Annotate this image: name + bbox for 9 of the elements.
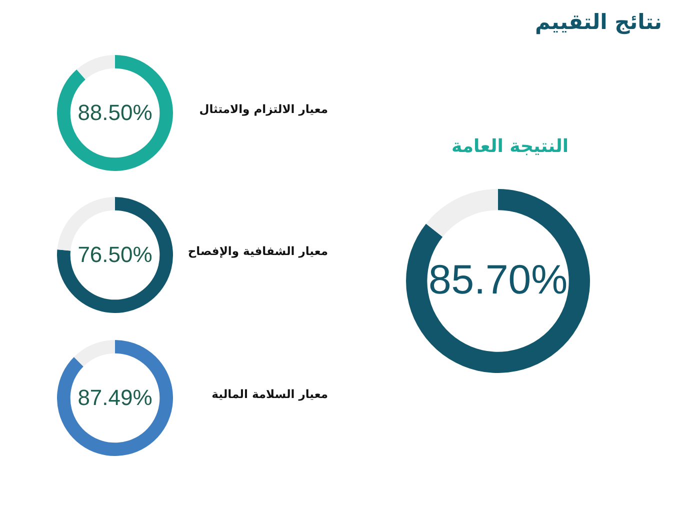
chart-title: النتيجة العامة [450,136,570,157]
data-label: 88.50% [78,100,152,126]
text: معيار الشفافية والإفصاح [188,244,328,258]
text: نتائج التقييم [534,10,662,34]
text: معيار السلامة المالية [212,387,328,401]
data-label: 85.70% [428,256,568,302]
data-label: 87.49% [78,385,152,410]
data-label: 76.50% [78,242,152,268]
text: معيار الالتزام والامتثال [199,102,328,116]
